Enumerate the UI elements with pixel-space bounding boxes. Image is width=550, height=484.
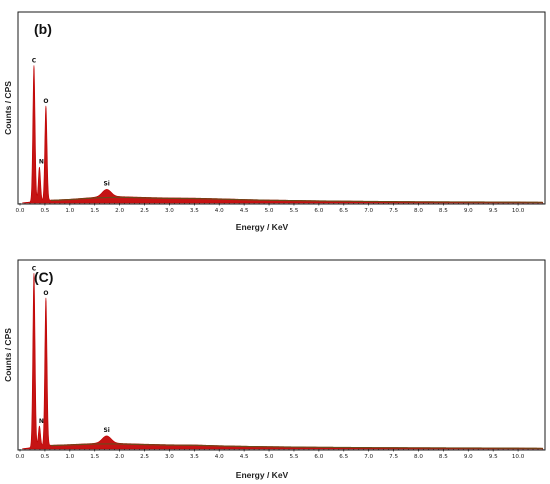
x-tick-label: 4.0 xyxy=(215,454,224,460)
x-tick-label: 2.0 xyxy=(115,454,124,460)
x-tick-label: 0.0 xyxy=(16,454,25,460)
peak-label-c: C xyxy=(32,265,37,272)
x-tick-label: 5.5 xyxy=(289,208,298,214)
peak-label-n: N xyxy=(39,418,44,425)
x-tick-label: 9.5 xyxy=(489,454,498,460)
y-axis-label-c: Counts / CPS xyxy=(3,328,13,382)
chart-panel-b: (b) Counts / CPS Energy / KeV 0.0 0.5 1.0 1… xyxy=(3,11,546,232)
x-tick-label: 8.5 xyxy=(439,454,448,460)
x-tick-label: 0.0 xyxy=(16,208,25,214)
x-tick-label: 6.0 xyxy=(314,208,323,214)
chart-panel-c: (C) Counts / CPS Energy / KeV 0.0 0.5 1.0 1… xyxy=(3,259,546,480)
x-tick-label: 8.0 xyxy=(414,454,423,460)
peak-label-si: Si xyxy=(103,180,109,187)
x-tick-label: 3.5 xyxy=(190,208,199,214)
x-tick-label: 2.5 xyxy=(140,208,149,214)
x-tick-label: 7.5 xyxy=(389,454,398,460)
background-trace-c xyxy=(50,443,543,449)
x-tick-label: 9.0 xyxy=(464,454,473,460)
x-tick-label: 5.0 xyxy=(265,454,274,460)
x-tick-label: 6.5 xyxy=(339,454,348,460)
spectrum-marks-c: 0.0 0.5 1.0 1.5 2.0 2.5 3.0 3.5 4.0 4.5 5.0 5.5 6.0 6… xyxy=(16,265,544,460)
plot-frame-c xyxy=(17,259,546,451)
x-tick-label: 8.0 xyxy=(414,208,423,214)
peak-label-o: O xyxy=(43,98,48,105)
x-tick-label: 4.0 xyxy=(215,208,224,214)
x-tick-label: 3.5 xyxy=(190,454,199,460)
x-tick-label: 4.5 xyxy=(240,454,249,460)
peak-label-c: C xyxy=(32,58,37,65)
background-trace-b xyxy=(50,196,543,203)
x-tick-label: 5.0 xyxy=(265,208,274,214)
panel-label-c: (C) xyxy=(34,269,53,285)
x-tick-label: 1.0 xyxy=(65,454,74,460)
x-tick-label: 1.0 xyxy=(65,208,74,214)
x-tick-label: 7.0 xyxy=(364,208,373,214)
x-tick-label: 7.5 xyxy=(389,208,398,214)
x-tick-label: 7.0 xyxy=(364,454,373,460)
x-tick-label: 10.0 xyxy=(512,454,525,460)
spectrum-marks-b: 0.0 0.5 1.0 1.5 2.0 2.5 3.0 3.5 4.0 4.5 5.0 5.5 6.0 6… xyxy=(16,58,544,214)
y-axis-label-b: Counts / CPS xyxy=(3,81,13,135)
x-tick-label: 9.5 xyxy=(489,208,498,214)
panel-label-b: (b) xyxy=(34,21,52,37)
x-tick-label: 0.5 xyxy=(40,208,49,214)
x-tick-label: 5.5 xyxy=(289,454,298,460)
x-tick-label: 10.0 xyxy=(512,208,525,214)
x-tick-label: 1.5 xyxy=(90,454,99,460)
x-tick-label: 6.0 xyxy=(314,454,323,460)
x-tick-label: 8.5 xyxy=(439,208,448,214)
peak-label-si: Si xyxy=(103,427,109,434)
x-axis-label-b: Energy / KeV xyxy=(236,222,289,232)
x-tick-label: 9.0 xyxy=(464,208,473,214)
x-tick-label: 2.0 xyxy=(115,208,124,214)
x-tick-label: 0.5 xyxy=(40,454,49,460)
x-tick-label: 1.5 xyxy=(90,208,99,214)
peak-label-o: O xyxy=(43,290,48,297)
plot-frame-b xyxy=(17,11,546,205)
x-tick-label: 6.5 xyxy=(339,208,348,214)
x-tick-label: 3.0 xyxy=(165,208,174,214)
x-axis-label-c: Energy / KeV xyxy=(236,470,289,480)
x-tick-label: 3.0 xyxy=(165,454,174,460)
peak-label-n: N xyxy=(39,158,44,165)
x-tick-label: 4.5 xyxy=(240,208,249,214)
x-tick-label: 2.5 xyxy=(140,454,149,460)
